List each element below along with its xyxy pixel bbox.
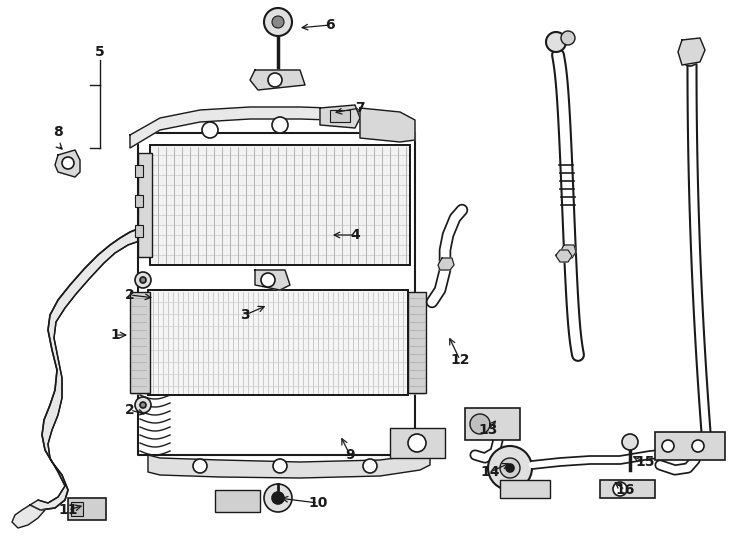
- Bar: [135, 225, 143, 237]
- Polygon shape: [12, 505, 45, 528]
- Bar: [130, 292, 150, 393]
- Polygon shape: [250, 70, 305, 90]
- Circle shape: [264, 484, 292, 512]
- Bar: [71, 502, 83, 516]
- Circle shape: [363, 459, 377, 473]
- Circle shape: [272, 16, 284, 28]
- Polygon shape: [560, 245, 576, 258]
- Bar: [148, 290, 408, 395]
- Circle shape: [613, 482, 627, 496]
- Polygon shape: [320, 105, 360, 128]
- Circle shape: [488, 446, 532, 490]
- Bar: [465, 408, 520, 440]
- Polygon shape: [438, 258, 454, 270]
- Text: 12: 12: [450, 353, 470, 367]
- Bar: [138, 153, 152, 257]
- Text: 2: 2: [125, 288, 135, 302]
- Circle shape: [500, 458, 520, 478]
- Bar: [408, 292, 426, 393]
- Bar: [655, 432, 725, 460]
- Circle shape: [135, 397, 151, 413]
- Polygon shape: [255, 270, 290, 290]
- Text: 10: 10: [308, 496, 327, 510]
- Text: 14: 14: [480, 465, 500, 479]
- Polygon shape: [556, 250, 572, 262]
- Polygon shape: [55, 150, 80, 177]
- Circle shape: [272, 117, 288, 133]
- Bar: [600, 480, 655, 498]
- Circle shape: [273, 459, 287, 473]
- Circle shape: [692, 440, 704, 452]
- Circle shape: [622, 434, 638, 450]
- Text: 2: 2: [125, 403, 135, 417]
- Text: 15: 15: [635, 455, 655, 469]
- Text: 8: 8: [53, 125, 63, 139]
- Circle shape: [140, 277, 146, 283]
- Circle shape: [268, 73, 282, 87]
- Bar: [215, 490, 260, 512]
- Text: 5: 5: [95, 45, 105, 59]
- Text: 11: 11: [58, 503, 78, 517]
- Text: 13: 13: [479, 423, 498, 437]
- Circle shape: [662, 440, 674, 452]
- Circle shape: [135, 272, 151, 288]
- Text: 3: 3: [240, 308, 250, 322]
- Bar: [148, 290, 408, 395]
- Bar: [330, 110, 350, 122]
- Bar: [390, 428, 445, 458]
- Circle shape: [264, 8, 292, 36]
- Circle shape: [62, 157, 74, 169]
- Text: 1: 1: [110, 328, 120, 342]
- Circle shape: [140, 402, 146, 408]
- Bar: [68, 498, 106, 520]
- Circle shape: [546, 32, 566, 52]
- Text: 4: 4: [350, 228, 360, 242]
- Bar: [150, 145, 410, 265]
- Polygon shape: [360, 108, 415, 142]
- Circle shape: [506, 464, 514, 472]
- Text: 9: 9: [345, 448, 355, 462]
- Circle shape: [561, 31, 575, 45]
- Bar: [150, 145, 410, 265]
- Bar: [135, 195, 143, 207]
- Circle shape: [193, 459, 207, 473]
- Circle shape: [272, 492, 284, 504]
- Text: 16: 16: [615, 483, 635, 497]
- Polygon shape: [130, 107, 400, 148]
- Bar: [135, 165, 143, 177]
- Circle shape: [202, 122, 218, 138]
- Circle shape: [682, 50, 698, 66]
- Circle shape: [261, 273, 275, 287]
- Bar: [500, 480, 550, 498]
- Polygon shape: [148, 450, 430, 478]
- Text: 6: 6: [325, 18, 335, 32]
- Circle shape: [470, 414, 490, 434]
- Polygon shape: [30, 218, 210, 510]
- Text: 7: 7: [355, 101, 365, 115]
- Polygon shape: [678, 38, 705, 65]
- Circle shape: [408, 434, 426, 452]
